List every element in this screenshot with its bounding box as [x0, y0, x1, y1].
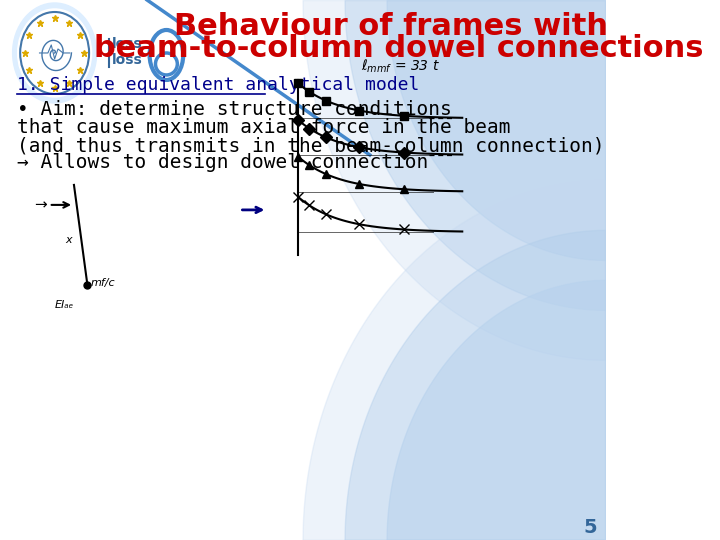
Text: that cause maximum axial force in the beam: that cause maximum axial force in the be…: [17, 118, 510, 138]
Text: →: →: [35, 198, 47, 212]
Text: $\ell_{mmf}$ = 33 t: $\ell_{mmf}$ = 33 t: [361, 57, 441, 75]
Text: x: x: [66, 235, 72, 245]
Text: 1. Simple equivalent analytical model: 1. Simple equivalent analytical model: [17, 76, 419, 94]
Text: loss: loss: [112, 53, 143, 67]
Text: mf/c: mf/c: [91, 278, 115, 288]
Circle shape: [18, 9, 91, 97]
Text: less: less: [112, 37, 143, 51]
Text: 5: 5: [583, 518, 597, 537]
Circle shape: [13, 3, 96, 103]
Text: beam-to-column dowel connections: beam-to-column dowel connections: [94, 35, 704, 64]
Text: → Allows to design dowel connection: → Allows to design dowel connection: [17, 153, 428, 172]
Text: EIₐₑ: EIₐₑ: [55, 300, 74, 310]
Text: • Aim: determine structure conditions: • Aim: determine structure conditions: [17, 100, 451, 119]
Text: (and thus transmits in the beam-column connection): (and thus transmits in the beam-column c…: [17, 137, 604, 156]
Text: Behaviour of frames with: Behaviour of frames with: [174, 12, 608, 42]
